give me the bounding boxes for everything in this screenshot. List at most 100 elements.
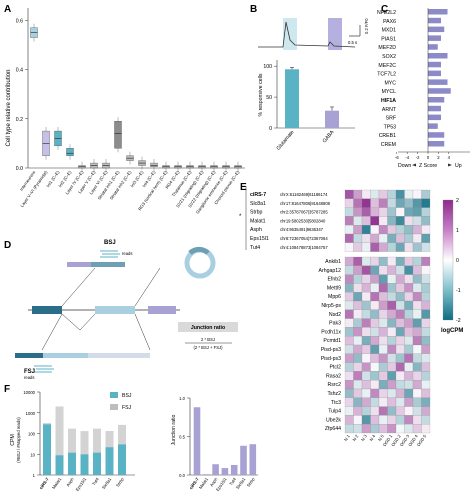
panel-f-xlabel: Malat1 (51, 476, 63, 490)
heatmap-cell (421, 371, 431, 381)
heatmap-cell (353, 283, 363, 293)
heatmap-cell (344, 415, 354, 425)
heatmap-cell (404, 292, 414, 302)
heatmap-cell (421, 318, 431, 328)
heatmap-cell (361, 225, 371, 235)
heatmap-cell (395, 283, 405, 293)
panel-f2-xlabel: Asph (209, 476, 219, 487)
heatmap-cell (361, 207, 371, 217)
heatmap-cell (370, 309, 380, 319)
heatmap-cell (412, 362, 422, 372)
panel-f2-bar (193, 407, 201, 475)
heatmap-cell (421, 207, 431, 217)
heatmap-cell (404, 406, 414, 416)
heatmap-cell (421, 397, 431, 407)
heatmap-cell (412, 327, 422, 337)
bsj-reads-label: reads (122, 251, 132, 256)
heatmap-cell (353, 242, 363, 252)
heatmap-bottom-row-label: Ankib1 (325, 259, 341, 265)
heatmap-cell (344, 274, 354, 284)
exon-2 (95, 306, 135, 314)
heatmap-cell (370, 256, 380, 266)
panel-c-xtick-label: -6 (395, 155, 399, 160)
heatmap-cell (395, 397, 405, 407)
heatmap-cell (395, 318, 405, 328)
heatmap-cell (344, 233, 354, 243)
heatmap-bottom-row-label: Rasa2 (326, 373, 341, 379)
heatmap-cell (404, 353, 414, 363)
heatmap-cell (353, 233, 363, 243)
heatmap-cell (387, 424, 397, 434)
heatmap-cell (370, 318, 380, 328)
panel-f2-xlabel: Malat1 (198, 476, 210, 490)
panel-f-fsj-bar (43, 423, 51, 425)
heatmap-cell (387, 371, 397, 381)
panel-f-fsj-bar (93, 428, 101, 453)
heatmap-cell (412, 406, 422, 416)
heatmap-cell (412, 256, 422, 266)
heatmap-cell (378, 265, 388, 275)
heatmap-column-label: OGD 4 (407, 433, 419, 447)
heatmap-cell (361, 198, 371, 208)
heatmap-cell (421, 198, 431, 208)
panel-a-box (150, 162, 158, 167)
scale-bar-x-label: 0.5 s (348, 40, 357, 45)
heatmap-cell (353, 292, 363, 302)
heatmap-cell (344, 300, 354, 310)
panel-f2-xlabel: Tut4 (228, 476, 237, 486)
panel-b-xlabel: Glutamate (276, 129, 296, 151)
panel-b-ytick-label: 100 (263, 64, 272, 70)
heatmap-cell (395, 371, 405, 381)
heatmap-cell (404, 300, 414, 310)
heatmap-colorbar-tick: -2 (456, 318, 461, 324)
legend-fsj-swatch (110, 404, 118, 410)
heatmap-cell (378, 388, 388, 398)
heatmap-cell (361, 424, 371, 434)
panel-f-bsj-bar (118, 444, 126, 475)
heatmap-cell (353, 216, 363, 226)
heatmap-cell (378, 274, 388, 284)
heatmap-cell (395, 265, 405, 275)
panel-c-gene-label: SOX2 (382, 54, 396, 60)
heatmap-cell (395, 189, 405, 199)
heatmap-cell (387, 233, 397, 243)
heatmap-cell (421, 225, 431, 235)
heatmap-cell (378, 415, 388, 425)
heatmap-cell (353, 406, 363, 416)
fsj-label: FSJ (24, 369, 35, 375)
heatmap-cell (412, 353, 422, 363)
heatmap-cell (370, 327, 380, 337)
heatmap-cell (421, 265, 431, 275)
heatmap-cell (378, 406, 388, 416)
heatmap-cell (370, 283, 380, 293)
heatmap-cell (395, 362, 405, 372)
heatmap-cell (421, 415, 431, 425)
panel-c-bar (428, 70, 441, 77)
heatmap-cell (344, 265, 354, 275)
panel-c-left-arrow (412, 163, 416, 167)
heatmap-cell (370, 274, 380, 284)
heatmap-top-row-label: Slc8a1 (250, 201, 266, 207)
heatmap-cell (412, 424, 422, 434)
heatmap-cell (344, 256, 354, 266)
heatmap-cell (378, 233, 388, 243)
panel-f-bsj-bar (80, 454, 89, 475)
heatmap-cell (387, 336, 397, 346)
panel-f-xlabel: Asph (65, 476, 75, 487)
panel-c: NFE2L2 PAX6 MXD1 PIAS1 MEF2D SOX2 MEF2C TCF7L2 M… (377, 8, 470, 169)
heatmap-cell (421, 380, 431, 390)
heatmap-cell (353, 327, 363, 337)
heatmap-cell (395, 242, 405, 252)
legend-bsj-swatch (110, 392, 118, 398)
heatmap-cell (387, 256, 397, 266)
heatmap-cell (370, 336, 380, 346)
heatmap-cell (387, 397, 397, 407)
heatmap-cell (404, 380, 414, 390)
heatmap-cell (395, 344, 405, 354)
exon-1 (32, 306, 62, 314)
heatmap-bottom-row-label: Tshz2 (327, 391, 341, 397)
panel-f-ytick-label: 10 (30, 452, 35, 457)
heatmap-cell (353, 265, 363, 275)
heatmap-cell (412, 198, 422, 208)
heatmap-cell (395, 353, 405, 363)
